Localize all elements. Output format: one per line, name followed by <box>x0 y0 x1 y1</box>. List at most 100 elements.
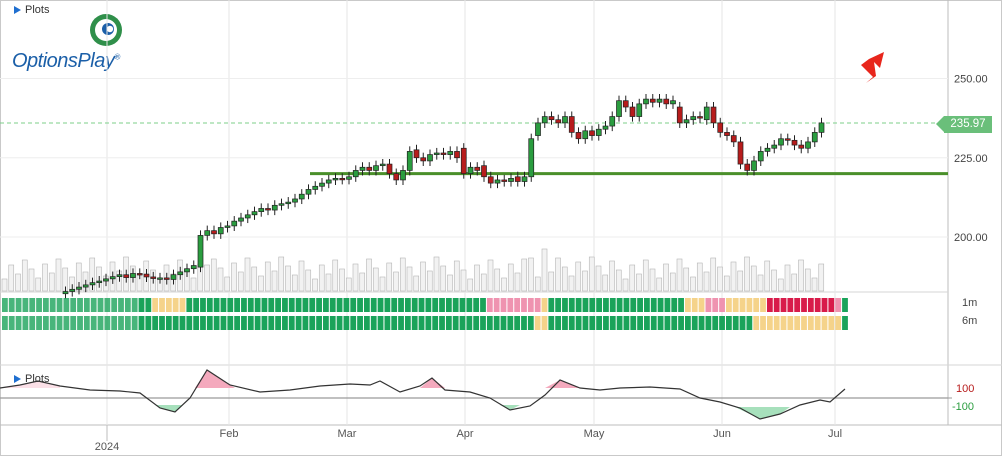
signal-cell <box>234 316 241 330</box>
plots-toggle[interactable]: Plots <box>14 4 49 16</box>
signal-cell <box>77 316 83 330</box>
volume-bar <box>28 268 35 292</box>
signal-cell <box>821 316 828 330</box>
signal-cell <box>90 298 97 312</box>
volume-bar <box>622 278 629 292</box>
plots-label: Plots <box>25 4 50 16</box>
candle <box>582 130 589 140</box>
signal-cell <box>404 298 411 312</box>
signal-cell <box>439 316 445 330</box>
signal-cell <box>323 316 329 330</box>
candle <box>177 271 184 276</box>
volume-bar <box>224 276 231 292</box>
signal-cell <box>200 316 206 330</box>
volume-bar <box>237 271 244 292</box>
candle <box>798 144 805 149</box>
signal-cell <box>309 316 316 330</box>
signal-cell <box>801 298 807 312</box>
signal-cell <box>384 298 391 312</box>
candle <box>197 235 204 268</box>
x-tick-label: Jul <box>828 428 842 440</box>
volume-bar <box>474 264 480 292</box>
signal-cell <box>459 298 466 312</box>
candle <box>541 116 548 124</box>
signal-cell <box>719 316 725 330</box>
signal-cell <box>172 298 179 312</box>
signal-cell <box>172 316 179 330</box>
signal-cell <box>486 298 493 312</box>
candle <box>703 106 710 121</box>
signal-cell <box>514 316 521 330</box>
signal-cell <box>124 298 131 312</box>
candle <box>163 277 170 280</box>
signal-cell <box>555 316 562 330</box>
signal-cell <box>42 298 49 312</box>
signal-cell <box>705 316 712 330</box>
indicator-line <box>0 369 846 420</box>
candle <box>366 166 373 171</box>
volume-bar <box>703 271 710 292</box>
candle <box>406 151 413 171</box>
volume-bar <box>8 264 15 292</box>
candle <box>589 130 595 136</box>
overbought-fill <box>195 370 235 388</box>
signal-cell <box>206 316 213 330</box>
candle <box>204 230 211 236</box>
expand-triangle-icon <box>14 6 21 14</box>
volume-bar <box>595 265 602 292</box>
candle <box>474 166 481 171</box>
volume-bar <box>487 259 494 292</box>
signal-cell <box>377 316 384 330</box>
signal-cell <box>261 316 268 330</box>
signal-cell <box>206 298 213 312</box>
candle <box>757 151 764 162</box>
signal-cell <box>36 316 42 330</box>
signal-cell <box>97 316 104 330</box>
volume-bar <box>588 256 595 292</box>
signal-cell <box>2 298 8 312</box>
signal-cell <box>582 298 589 312</box>
signal-cell <box>398 316 404 330</box>
signal-cell <box>746 316 753 330</box>
signal-cell <box>268 298 275 312</box>
volume-bar <box>784 264 791 292</box>
signal-cell <box>336 298 343 312</box>
signal-cell <box>480 298 486 312</box>
volume-bar <box>312 278 318 292</box>
candle <box>670 100 676 105</box>
volume-bar <box>771 269 777 292</box>
signal-cell <box>56 316 63 330</box>
signal-cell <box>828 298 835 312</box>
candle <box>109 276 116 280</box>
overbought-fill <box>420 378 445 388</box>
signal-cell <box>514 298 521 312</box>
signal-cell <box>760 316 766 330</box>
signal-cell <box>698 316 705 330</box>
volume-bar <box>690 276 696 292</box>
signal-cell <box>29 298 36 312</box>
signal-cell <box>493 316 500 330</box>
signal-cell <box>425 298 432 312</box>
candle <box>744 163 751 171</box>
signal-cell <box>227 316 234 330</box>
signal-cell <box>56 298 63 312</box>
volume-bar <box>426 270 433 292</box>
signal-cell <box>623 316 630 330</box>
candle <box>130 273 136 278</box>
signal-cell <box>70 298 77 312</box>
signal-cell <box>145 316 152 330</box>
volume-bar <box>777 278 784 292</box>
signal-cell <box>657 316 664 330</box>
candle <box>710 106 717 124</box>
signal-cell <box>343 298 350 312</box>
signal-cell <box>562 298 568 312</box>
signal-cell <box>8 316 15 330</box>
signal-cell <box>650 298 657 312</box>
signal-cell <box>36 298 42 312</box>
volume-bar <box>609 260 615 292</box>
signal-cell <box>637 298 643 312</box>
indicator-plots-toggle[interactable]: Plots <box>14 373 49 385</box>
signal-cell <box>15 316 22 330</box>
candle <box>359 166 366 171</box>
